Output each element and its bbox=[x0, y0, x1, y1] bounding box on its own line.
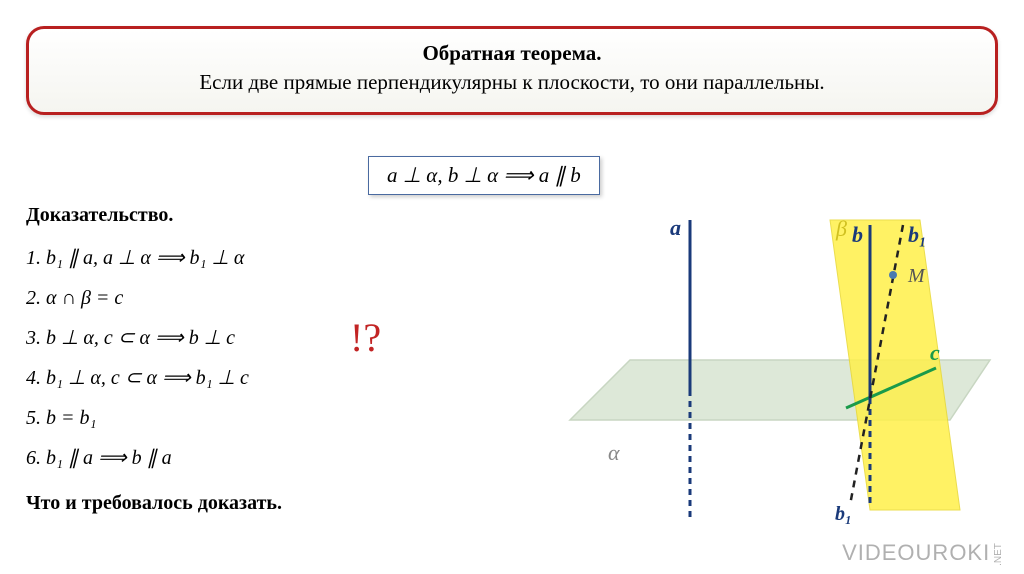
label-b1-bottom: b₁ bbox=[835, 503, 852, 525]
theorem-box: Обратная теорема. Если две прямые перпен… bbox=[26, 26, 998, 115]
proof-steps: 1. b₁ ∥ a, a ⊥ α ⟹ b₁ ⊥ α 2. α ∩ β = c 3… bbox=[26, 238, 249, 478]
exclamation: !? bbox=[350, 314, 381, 361]
watermark-net: .NET bbox=[993, 543, 1004, 566]
label-a: a bbox=[670, 215, 681, 240]
watermark-text: VIDEOUROKI bbox=[842, 540, 990, 565]
theorem-title: Обратная теорема. bbox=[49, 39, 975, 68]
label-b1: b₁ bbox=[908, 222, 927, 247]
formula-box: a ⊥ α, b ⊥ α ⟹ a ∥ b bbox=[368, 156, 600, 195]
geometry-diagram: a β b b₁ M c α b₁ bbox=[530, 200, 1010, 540]
proof-heading: Доказательство. bbox=[26, 204, 173, 227]
watermark: VIDEOUROKI.NET bbox=[842, 540, 1010, 566]
proof-step: 4. b₁ ⊥ α, c ⊂ α ⟹ b₁ ⊥ c bbox=[26, 358, 249, 398]
label-c: c bbox=[930, 340, 940, 365]
label-beta: β bbox=[835, 216, 847, 241]
label-alpha: α bbox=[608, 440, 620, 465]
proof-step: 6. b₁ ∥ a ⟹ b ∥ a bbox=[26, 438, 249, 478]
proof-step: 2. α ∩ β = c bbox=[26, 278, 249, 318]
point-M bbox=[889, 271, 897, 279]
label-b: b bbox=[852, 222, 863, 247]
label-M: M bbox=[907, 265, 926, 287]
proof-step: 1. b₁ ∥ a, a ⊥ α ⟹ b₁ ⊥ α bbox=[26, 238, 249, 278]
theorem-text: Если две прямые перпендикулярны к плоско… bbox=[49, 68, 975, 97]
proof-step: 5. b = b₁ bbox=[26, 398, 249, 438]
qed-text: Что и требовалось доказать. bbox=[26, 492, 282, 515]
proof-step: 3. b ⊥ α, c ⊂ α ⟹ b ⊥ c bbox=[26, 318, 249, 358]
